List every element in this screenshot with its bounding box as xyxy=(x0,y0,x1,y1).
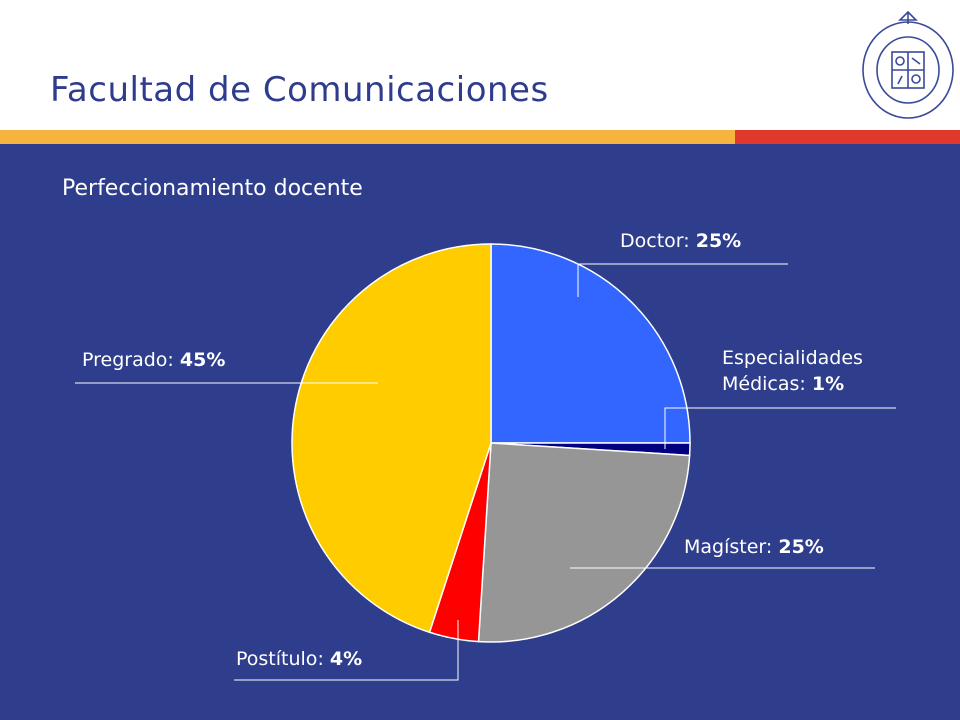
label-postitulo: Postítulo: 4% xyxy=(236,648,363,670)
label-magister-value: 25% xyxy=(778,536,824,558)
label-especialidades-value: 1% xyxy=(811,373,845,395)
label-especialidades-line2: Médicas xyxy=(722,373,800,395)
pie-slice-pregrado xyxy=(291,243,492,634)
label-pregrado-value: 45% xyxy=(179,349,226,371)
slide-subtitle: Perfeccionamiento docente xyxy=(62,176,363,201)
label-pregrado: Pregrado: 45% xyxy=(82,349,226,371)
leader-line-postitulo xyxy=(234,620,459,681)
leader-line-especialidades xyxy=(664,407,896,449)
gold-stripe xyxy=(0,130,735,144)
label-postitulo-name: Postítulo xyxy=(236,648,318,670)
label-postitulo-value: 4% xyxy=(329,648,363,670)
pie-slice-doctor xyxy=(490,243,691,444)
university-seal-logo xyxy=(862,10,954,119)
slide-header: Facultad de Comunicaciones xyxy=(0,0,960,130)
page-title: Facultad de Comunicaciones xyxy=(50,70,549,110)
label-especialidades-line1: Especialidades xyxy=(722,347,863,369)
red-stripe xyxy=(735,130,960,144)
label-especialidades: Especialidades Médicas: 1% xyxy=(722,347,863,395)
label-doctor: Doctor: 25% xyxy=(620,230,742,252)
label-magister: Magíster: 25% xyxy=(684,536,824,558)
pie-slice-magister xyxy=(477,442,691,643)
label-doctor-value: 25% xyxy=(695,230,742,252)
label-doctor-name: Doctor xyxy=(620,230,684,252)
label-pregrado-name: Pregrado xyxy=(82,349,168,371)
label-magister-name: Magíster xyxy=(684,536,766,558)
leader-line-doctor xyxy=(577,263,788,297)
